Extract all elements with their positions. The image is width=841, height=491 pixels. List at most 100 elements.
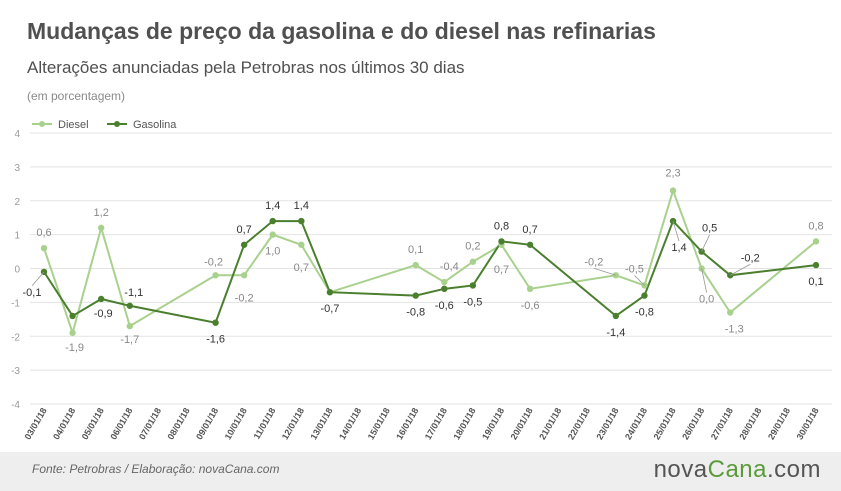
data-point-diesel [126,322,133,330]
data-label-gasolina: -1,4 [606,327,625,339]
x-tick-label: 27/01/18 [709,406,735,441]
data-label-diesel: 0,6 [36,227,51,239]
data-label-gasolina: -0,1 [23,287,42,299]
data-point-gasolina [498,238,505,245]
data-point-diesel [441,278,448,286]
data-label-gasolina: 0,7 [522,224,537,236]
chart-title: Mudanças de preço da gasolina e do diese… [27,18,656,44]
data-label-diesel: 0,7 [494,264,509,276]
x-tick-label: 08/01/18 [166,406,192,441]
data-point-diesel [269,231,276,238]
data-label-diesel: 0,0 [699,294,714,306]
data-label-diesel: 0,7 [294,262,309,274]
line-chart: 4 3 2 1 0 -1 -2 -3 -403/01/18 04/01/18 05/01/18 06/… [11,119,832,441]
x-tick-label: 06/01/18 [108,406,134,441]
chart-subtitle: Alterações anunciadas pela Petrobras nos… [27,58,465,77]
data-label-diesel: -0,2 [584,256,603,268]
data-point-gasolina [812,261,820,269]
x-tick-label: 26/01/18 [680,406,706,441]
y-tick-label: -1 [11,298,20,309]
y-tick-label: 1 [14,231,20,242]
x-tick-label: 30/01/18 [795,406,821,441]
label-leader [31,271,45,287]
data-point-diesel [812,238,820,245]
data-label-diesel: -1,3 [725,324,744,336]
data-point-diesel [69,329,76,337]
data-point-gasolina [326,289,334,296]
data-point-diesel [526,285,534,293]
data-point-gasolina [412,292,419,299]
label-leader [672,220,680,242]
data-point-gasolina [526,241,534,248]
x-tick-label: 24/01/18 [623,406,649,441]
x-tick-label: 11/01/18 [252,406,278,441]
x-tick-label: 20/01/18 [509,406,535,441]
data-label-gasolina: 1,4 [265,200,280,212]
data-label-gasolina: -0,6 [435,300,454,312]
data-point-gasolina [212,319,219,326]
series-line-gasolina [43,219,817,324]
novacana-logo[interactable]: novaCana.com [654,456,821,484]
y-tick-label: 3 [14,163,20,174]
x-tick-label: 10/01/18 [223,406,249,441]
series-line-diesel [43,187,817,337]
data-label-gasolina: -0,9 [94,308,113,320]
x-tick-label: 16/01/18 [394,406,420,441]
data-point-gasolina [612,312,620,320]
data-point-gasolina [641,292,648,299]
x-tick-label: 29/01/18 [766,406,792,441]
label-leader [730,263,751,276]
x-tick-label: 17/01/18 [423,406,449,441]
data-label-diesel: -0,5 [625,263,644,275]
x-tick-label: 22/01/18 [566,406,592,441]
data-label-gasolina: 1,4 [294,200,309,212]
y-tick-label: 4 [14,129,20,140]
data-label-gasolina: 0,7 [236,224,251,236]
data-label-diesel: -1,7 [120,334,139,346]
y-tick-label: -3 [11,366,20,377]
data-label-gasolina: 0,1 [808,276,823,288]
data-label-gasolina: -0,2 [741,252,760,264]
x-tick-label: 14/01/18 [337,406,363,441]
data-label-diesel: -0,6 [521,300,540,312]
legend-label: Diesel [58,119,89,131]
label-leader [701,268,708,293]
x-tick-label: 12/01/18 [280,406,306,441]
data-label-diesel: 1,2 [94,207,109,219]
unit-label: (em porcentagem) [27,89,126,103]
data-point-diesel [240,272,248,279]
data-label-gasolina: -1,1 [124,287,143,299]
x-tick-label: 23/01/18 [594,406,620,441]
y-tick-label: -2 [11,332,20,343]
data-label-diesel: 0,8 [808,220,823,232]
data-label-gasolina: 1,4 [671,242,686,254]
data-point-gasolina [97,295,105,303]
data-point-gasolina [469,282,477,289]
data-label-diesel: 0,2 [465,241,480,253]
x-tick-label: 15/01/18 [366,406,392,441]
footer-bar: Fonte: Petrobras / Elaboração: novaCana.… [0,452,841,491]
data-label-diesel: 0,1 [408,244,423,256]
label-leader [701,234,710,252]
source-text: Fonte: Petrobras / Elaboração: novaCana.… [32,462,280,476]
y-tick-label: -4 [11,400,20,411]
data-label-gasolina: 0,5 [702,223,717,235]
legend-label: Gasolina [133,119,177,131]
label-leader [593,267,616,276]
data-label-gasolina: 0,8 [494,220,509,232]
data-point-diesel [469,258,477,265]
logo-part-nova: nova [653,456,708,483]
data-point-gasolina [441,285,448,293]
x-tick-label: 09/01/18 [194,406,220,441]
x-tick-label: 19/01/18 [480,406,506,441]
legend-marker [39,121,45,127]
data-point-diesel [298,241,305,248]
data-label-diesel: -0,4 [440,261,459,273]
data-label-diesel: 2,3 [665,168,680,180]
x-tick-label: 21/01/18 [537,406,563,441]
data-label-gasolina: -0,5 [463,296,482,308]
data-label-gasolina: -1,6 [206,334,225,346]
data-point-diesel [669,187,677,194]
data-point-gasolina [240,241,248,248]
logo-part-com: .com [766,456,821,483]
